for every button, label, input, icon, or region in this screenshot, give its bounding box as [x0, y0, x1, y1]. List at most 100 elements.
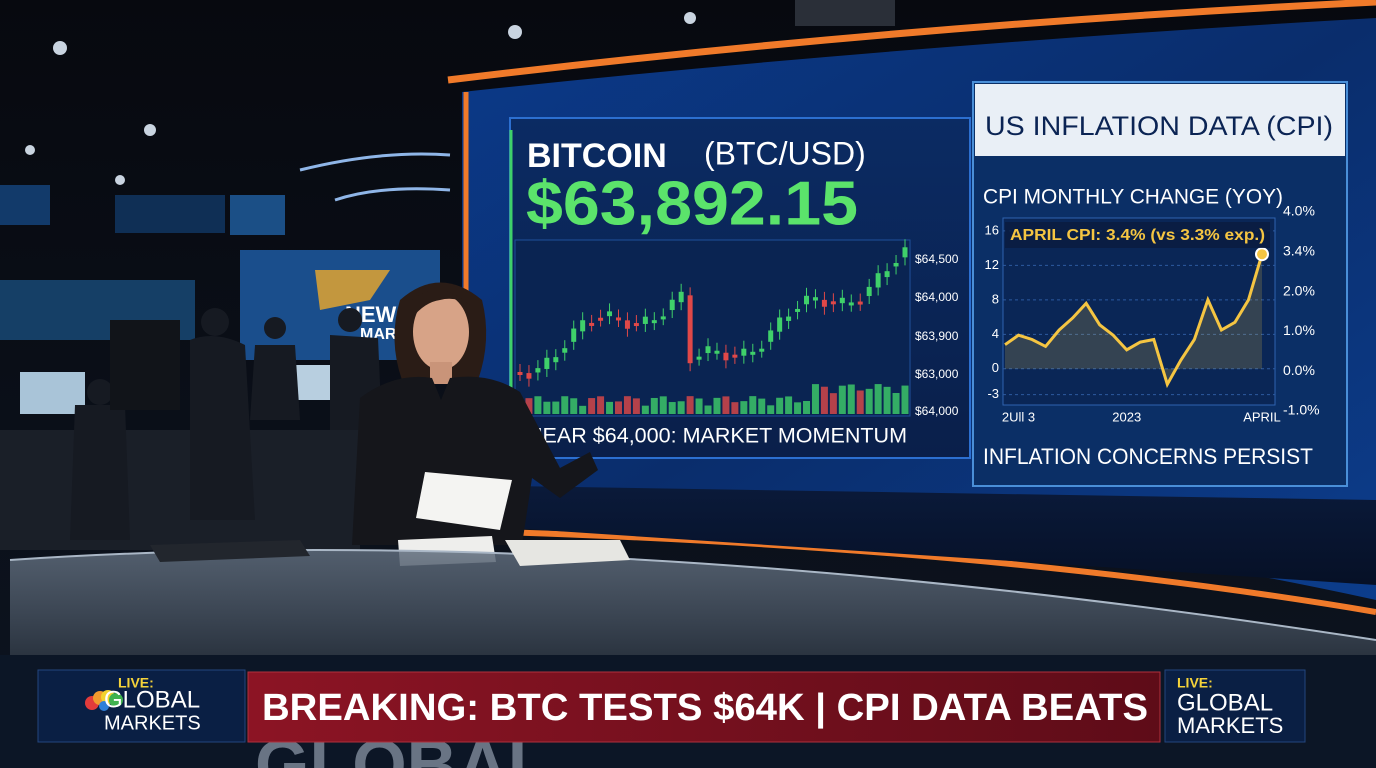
- candle-body-decor: [848, 302, 854, 306]
- cpi-caption: INFLATION CONCERNS PERSIST: [983, 444, 1313, 469]
- volume-bar-decor: [731, 402, 739, 414]
- volume-bar-decor: [874, 384, 882, 414]
- volume-bar-decor: [776, 397, 784, 414]
- volume-bar-decor: [811, 384, 819, 414]
- ceiling-ring: [299, 152, 451, 172]
- candle-body-decor: [786, 316, 792, 321]
- headline: BREAKING: BTC TESTS $64K | CPI DATA BEAT…: [262, 687, 1148, 729]
- volume-bar-decor: [623, 396, 631, 414]
- volume-bar-decor: [570, 398, 578, 414]
- candle-body-decor: [669, 299, 675, 311]
- live-box: [37, 669, 246, 743]
- volume-bar-decor: [767, 405, 775, 414]
- volume-bar-decor: [597, 396, 605, 414]
- volume-bar-decor: [686, 396, 694, 414]
- btc-axis-label: $63,900: [915, 329, 959, 343]
- candle-body-decor: [571, 328, 577, 342]
- candle-body-decor: [804, 295, 810, 305]
- volume-bar-decor: [614, 401, 622, 414]
- screen-trim: [499, 529, 1376, 615]
- brand-line: MARKETS: [104, 712, 201, 734]
- network-logo: [85, 690, 123, 711]
- candle-body-decor: [535, 368, 541, 373]
- volume-bar-decor: [677, 401, 685, 414]
- callout-box: [1005, 222, 1270, 248]
- candle-body-decor: [633, 323, 639, 327]
- candle-body-decor: [875, 273, 881, 288]
- candlestick-chart: [516, 239, 909, 414]
- candle-body-decor: [821, 299, 827, 307]
- volume-bar-decor: [525, 398, 533, 414]
- volume-bar-decor: [534, 396, 542, 414]
- volume-bar-decor: [722, 396, 730, 414]
- cpi-plot-area: [1002, 217, 1276, 406]
- y2-label: 1.0%: [1283, 322, 1315, 338]
- btc-axis-label: $64,500: [915, 252, 959, 266]
- volume-bar-decor: [883, 386, 891, 414]
- live-label: LIVE:: [1177, 675, 1213, 691]
- volume-bar-decor: [820, 386, 828, 414]
- live-box: [1164, 669, 1306, 743]
- cpi-title-bar: [975, 84, 1345, 156]
- cpi-highlight-point: [1255, 247, 1269, 262]
- candle-body-decor: [714, 350, 720, 354]
- cpi-chart: 16 12 8 4 0 -3 4.0% 3.4% 2.0% 1.0% 0.0% -1.0% 2Ull 3…: [985, 203, 1320, 425]
- btc-caption: NEAR $64,000: MARKET MOMENTUM: [527, 425, 907, 448]
- candle-body-decor: [902, 247, 908, 258]
- candle-body-decor: [660, 316, 666, 320]
- candle-body-decor: [768, 330, 774, 342]
- candle-body-decor: [795, 308, 801, 312]
- btc-pair: (BTC/USD): [704, 135, 866, 171]
- volume-bar-decor: [749, 396, 757, 414]
- candle-body-decor: [866, 286, 872, 297]
- y2-label: 0.0%: [1283, 362, 1315, 378]
- wall-sign-shape: [315, 270, 390, 310]
- btc-price: $63,892.15: [526, 169, 858, 238]
- y-tick-label: 16: [985, 222, 999, 237]
- candle-body-decor: [598, 317, 604, 321]
- y2-label: 3.4%: [1283, 243, 1315, 259]
- btc-axis-label: $63,000: [915, 367, 959, 381]
- btc-axis-label: $64,000: [915, 404, 959, 418]
- volume-bar-decor: [740, 401, 748, 414]
- volume-bar-decor: [659, 396, 667, 414]
- volume-bar-decor: [838, 385, 846, 414]
- cpi-title: US INFLATION DATA (CPI): [985, 111, 1333, 141]
- candle-body-decor: [759, 348, 765, 352]
- volume-bar-decor: [606, 401, 614, 414]
- brand-line: GLOBAL: [104, 686, 200, 713]
- candle-body-decor: [526, 373, 532, 379]
- volume-bar-decor: [758, 398, 766, 414]
- ticker-band: [510, 486, 1376, 585]
- candle-body-decor: [812, 297, 818, 301]
- candle-body-decor: [723, 352, 729, 361]
- btc-name: BITCOIN: [527, 137, 667, 175]
- x-tick-label: 2Ull 3: [1002, 409, 1035, 424]
- cpi-line: [1004, 253, 1264, 389]
- volume-bar-decor: [829, 393, 837, 414]
- volume-bar-decor: [803, 400, 811, 414]
- volume-bar-decor: [641, 405, 649, 414]
- volume-bar-decor: [561, 396, 569, 414]
- btc-axis: $64,500 $64,000 $63,900 $63,000 $64,000: [915, 252, 959, 418]
- y-tick-label: 4: [992, 326, 999, 341]
- volume-bar-decor: [552, 401, 560, 414]
- candle-body-decor: [741, 348, 747, 356]
- candle-body-decor: [624, 320, 630, 329]
- volume-bar-decor: [892, 392, 900, 414]
- y-tick-label: -3: [987, 386, 999, 401]
- volume-bar-decor: [543, 401, 551, 414]
- volume-bar-decor: [588, 398, 596, 414]
- volume-bar-decor: [847, 384, 855, 414]
- y-tick-label: 12: [985, 257, 999, 272]
- brand-line: GLOBAL: [1177, 689, 1273, 716]
- headline-bar: [247, 671, 1161, 743]
- y2-label: -1.0%: [1283, 402, 1320, 418]
- btc-axis-label: $64,000: [915, 290, 959, 304]
- y2-label: 2.0%: [1283, 282, 1315, 298]
- candle-body-decor: [893, 263, 899, 267]
- volume-bar-decor: [901, 385, 909, 414]
- candle-body-decor: [696, 356, 702, 360]
- candle-body-decor: [687, 295, 693, 364]
